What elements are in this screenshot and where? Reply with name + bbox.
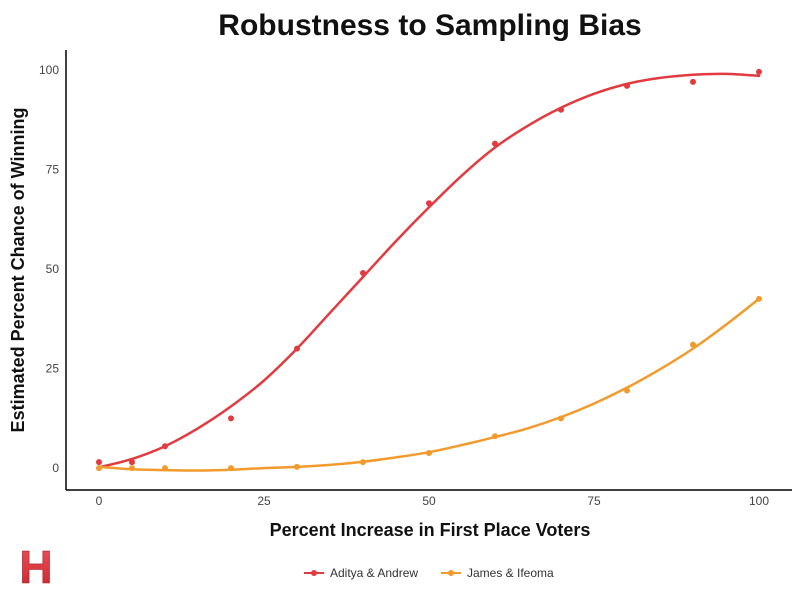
y-tick-label: 75 [46,162,60,176]
series-2-point [690,341,696,348]
series-1-point [492,140,498,147]
logo-letter: H [19,541,52,593]
legend-label-1: Aditya & Andrew [330,566,418,580]
y-tick-label: 50 [46,262,60,276]
series-1-point [96,459,102,466]
series-2-point [426,449,432,456]
series-1-point [426,200,432,207]
series-1 [96,68,762,469]
series-1-point [558,106,564,113]
series-1-point [690,78,696,85]
series-2-point [492,433,498,440]
legend-label-2: James & Ifeoma [467,566,554,580]
series-1-point [294,345,300,352]
series-2-point [360,459,366,466]
brand-logo: H [19,541,53,594]
series-2-point [228,465,234,472]
series-2-point [624,387,630,394]
series-2-point [96,465,102,472]
y-tick-label: 25 [46,362,60,376]
x-tick-labels: 0 25 50 75 100 [96,494,770,508]
y-tick-label: 0 [52,461,59,475]
x-tick-label: 25 [257,494,271,508]
legend-marker-1 [311,570,317,576]
x-tick-label: 50 [422,494,436,508]
x-tick-label: 0 [96,494,103,508]
plot-area [96,68,762,472]
series-2 [96,295,762,472]
legend: Aditya & Andrew James & Ifeoma [304,566,554,580]
series-2-point [294,463,300,470]
series-2-trend-line [97,297,761,472]
legend-item-1: Aditya & Andrew [304,566,418,580]
x-tick-label: 75 [587,494,601,508]
y-tick-labels: 0 25 50 75 100 [39,63,59,475]
legend-item-2: James & Ifeoma [441,566,554,580]
series-1-point [360,269,366,276]
series-1-point [756,68,762,75]
y-axis-title: Estimated Percent Chance of Winning [8,108,28,433]
x-tick-label: 100 [749,494,769,508]
chart-title: Robustness to Sampling Bias [218,9,641,42]
series-2-point [162,465,168,472]
series-1-point [624,82,630,89]
series-1-point [162,443,168,450]
series-1-trend-line [97,72,761,469]
series-1-point [129,459,135,466]
series-2-point [558,415,564,422]
x-axis-title: Percent Increase in First Place Voters [270,520,591,540]
series-1-point [228,415,234,422]
legend-marker-2 [448,570,454,576]
series-2-point [756,295,762,302]
axes [65,50,792,491]
series-2-point [129,465,135,472]
y-tick-label: 100 [39,63,59,77]
